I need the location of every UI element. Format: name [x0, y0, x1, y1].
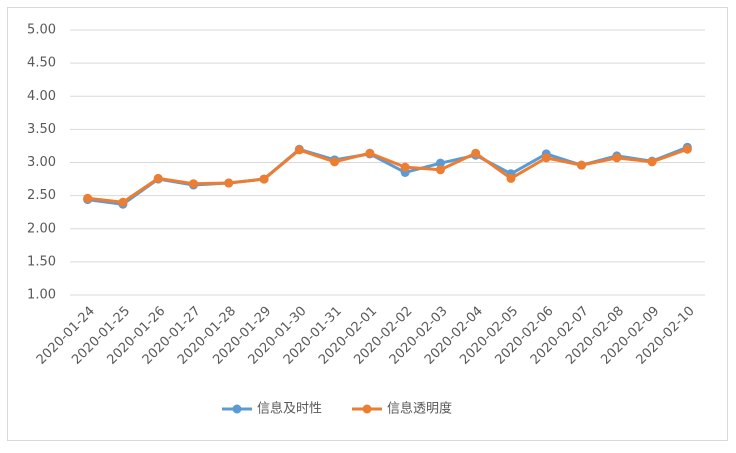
point — [188, 179, 198, 189]
y-tick-label: 4.00 — [27, 89, 56, 104]
legend-label: 信息及时性 — [257, 401, 322, 417]
y-tick-label: 1.50 — [27, 254, 56, 269]
y-tick-label: 3.50 — [27, 122, 56, 137]
point — [682, 144, 692, 154]
point — [330, 157, 340, 167]
legend-marker — [362, 404, 372, 414]
point — [153, 173, 163, 183]
y-tick-label: 2.50 — [27, 188, 56, 203]
point — [435, 165, 445, 175]
legend-marker — [232, 404, 242, 414]
y-tick-label: 1.00 — [27, 288, 56, 303]
point — [506, 173, 516, 183]
point — [365, 148, 375, 158]
series-line — [87, 147, 688, 204]
point — [577, 160, 587, 170]
point — [612, 153, 622, 163]
y-tick-label: 4.50 — [27, 56, 56, 71]
point — [400, 162, 410, 172]
point — [435, 158, 445, 168]
point — [541, 153, 551, 163]
point — [118, 197, 128, 207]
point — [83, 193, 93, 203]
y-tick-label: 5.00 — [27, 23, 56, 38]
point — [294, 145, 304, 155]
point — [471, 148, 481, 158]
point — [224, 178, 234, 188]
y-tick-label: 3.00 — [27, 155, 56, 170]
point — [647, 157, 657, 167]
point — [259, 174, 269, 184]
legend-label: 信息透明度 — [387, 401, 452, 417]
y-tick-label: 2.00 — [27, 221, 56, 236]
chart-frame — [7, 7, 728, 441]
